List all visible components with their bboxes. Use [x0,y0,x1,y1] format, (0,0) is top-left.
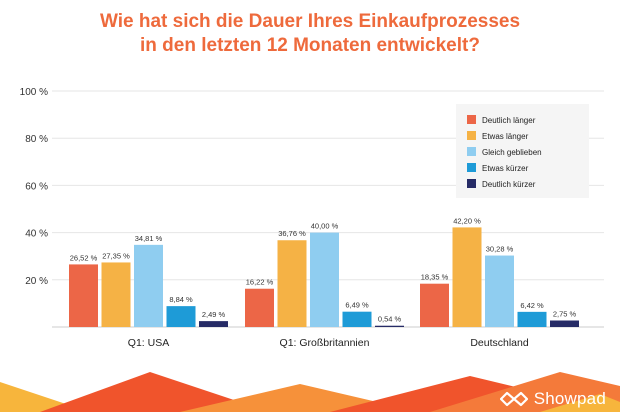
legend-swatch [467,179,476,188]
legend-label: Gleich geblieben [482,148,542,157]
data-label: 18,35 % [421,273,449,282]
legend-label: Deutlich länger [482,116,536,125]
chart-title: Wie hat sich die Dauer Ihres Einkaufproz… [0,10,620,58]
category-label: Q1: USA [128,337,169,349]
data-label: 0,54 % [378,315,402,324]
legend-box [456,104,589,198]
bars: 26,52 % 27,35 % 34,81 % 8,84 % 2,49 % 16,22 %… [69,216,579,327]
bar [69,264,98,327]
bar [342,311,372,327]
bar [101,262,131,327]
data-label: 40,00 % [311,222,339,231]
bar [134,244,163,327]
footer-band [0,372,620,412]
footer-shape-yellow-2 [540,394,620,412]
legend-swatch [467,115,476,124]
data-label: 16,22 % [246,278,274,287]
legend-label: Etwas länger [482,132,529,141]
y-tick-label: 20 % [25,276,48,287]
bar-chart: 20 % 40 % 60 % 80 % 100 % 26,52 % 27,35 % 34,8… [20,87,604,349]
legend-swatch [467,131,476,140]
showpad-logo-icon [499,391,528,407]
showpad-logo: Showpad [499,386,606,412]
data-label: 8,84 % [169,295,193,304]
bar [420,283,449,327]
chart-title-line-1: Wie hat sich die Dauer Ihres Einkaufproz… [99,11,521,32]
bar [550,320,579,327]
footer-shape-red [40,372,270,412]
data-label: 27,35 % [102,251,130,260]
data-label: 6,42 % [520,301,544,310]
bar [517,311,547,327]
y-tick-label: 60 % [25,181,48,192]
bar [199,321,228,327]
footer-shape-orange-2 [430,372,620,412]
category-label: Deutschland [470,337,529,349]
legend: Deutlich länger Etwas länger Gleich geblie… [456,104,589,198]
bar [310,232,339,327]
chart-title-line-2: in den letzten 12 Monaten entwickelt? [140,35,480,56]
data-label: 42,20 % [453,216,481,225]
bar [245,288,274,327]
bar [375,325,404,327]
bar [277,240,307,327]
bar [166,306,196,327]
data-label: 2,49 % [202,310,226,319]
data-label: 34,81 % [135,234,163,243]
bar [485,255,514,327]
bar [452,227,482,327]
data-label: 6,49 % [345,301,369,310]
legend-swatch [467,147,476,156]
data-label: 30,28 % [486,245,514,254]
data-label: 2,75 % [553,310,577,319]
y-tick-label: 40 % [25,229,48,240]
data-label: 26,52 % [70,253,98,262]
legend-label: Deutlich kürzer [482,180,536,189]
y-tick-label: 100 % [20,87,48,98]
data-label: 36,76 % [278,229,306,238]
brand-name: Showpad [533,389,606,408]
category-label: Q1: Großbritannien [280,337,370,349]
x-axis: Q1: USA Q1: Großbritannien Deutschland [128,337,529,349]
y-axis: 20 % 40 % 60 % 80 % 100 % [20,87,48,287]
legend-swatch [467,163,476,172]
legend-label: Etwas kürzer [482,164,529,173]
y-tick-label: 80 % [25,134,48,145]
